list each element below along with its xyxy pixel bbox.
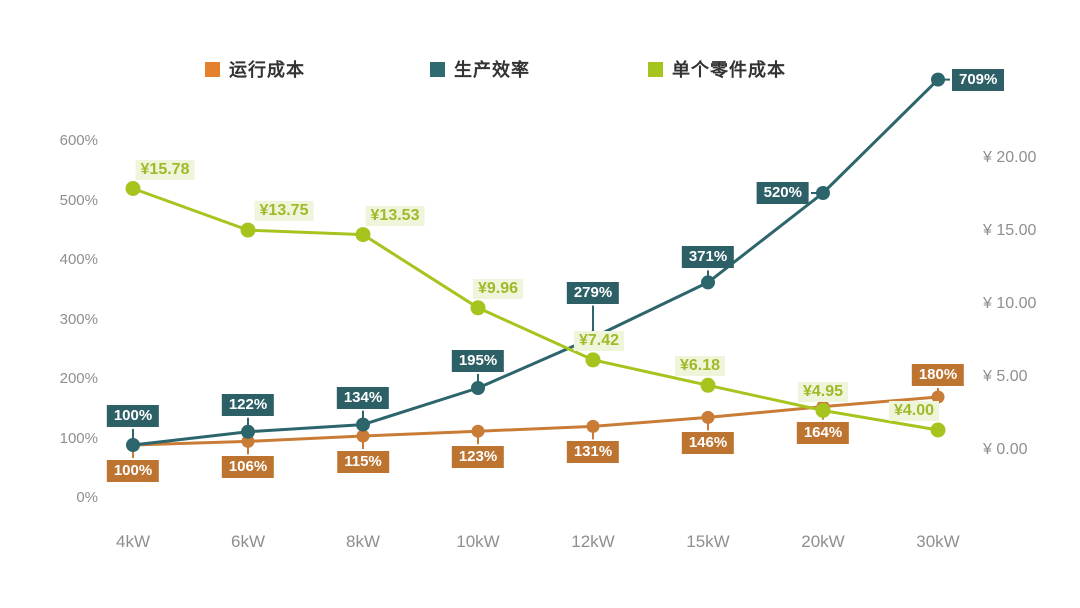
data-point-unit-part-cost — [240, 222, 256, 238]
series-line-unit-part-cost — [131, 187, 940, 432]
data-point-production-efficiency — [126, 438, 140, 452]
data-label-unit-part-cost: ¥15.78 — [135, 159, 195, 180]
data-point-operating-cost — [241, 434, 255, 448]
legend-item-operating-cost: 运行成本 — [205, 56, 305, 82]
left-axis-tick-label: 500% — [59, 191, 98, 209]
data-point-unit-part-cost — [355, 227, 371, 243]
data-point-unit-part-cost — [700, 377, 716, 393]
data-label-unit-part-cost: ¥4.95 — [797, 381, 849, 402]
data-point-production-efficiency — [701, 275, 715, 290]
legend-swatch-unit-part-cost — [648, 61, 663, 77]
data-label-production-efficiency: 371% — [681, 246, 735, 269]
legend-label-unit-part-cost: 单个零件成本 — [672, 60, 786, 80]
data-label-operating-cost: 131% — [566, 441, 620, 464]
data-point-unit-part-cost — [585, 352, 601, 368]
x-axis-tick-label: 20kW — [801, 532, 845, 551]
right-axis-tick-label: ¥ 20.00 — [983, 149, 1037, 166]
data-point-production-efficiency — [356, 417, 370, 432]
data-label-unit-part-cost: ¥13.75 — [254, 201, 314, 222]
data-label-production-efficiency: 100% — [106, 405, 160, 427]
right-axis-tick-label: ¥ 5.00 — [983, 368, 1028, 385]
data-label-unit-part-cost: ¥6.18 — [674, 356, 726, 377]
data-label-production-efficiency: 709% — [952, 68, 1005, 91]
data-label-operating-cost: 180% — [911, 364, 965, 386]
legend-item-production-efficiency: 生产效率 — [430, 56, 530, 82]
legend-label-production-efficiency: 生产效率 — [454, 60, 530, 80]
series-line-production-efficiency — [131, 78, 940, 447]
right-axis-tick-label: ¥ 15.00 — [983, 222, 1037, 239]
data-label-production-efficiency: 195% — [451, 350, 505, 372]
data-point-production-efficiency — [816, 186, 830, 200]
data-label-production-efficiency: 279% — [566, 281, 620, 304]
data-label-production-efficiency: 520% — [756, 182, 809, 204]
x-axis-tick-label: 8kW — [346, 532, 380, 551]
left-axis-tick-label: 600% — [59, 132, 98, 149]
data-point-operating-cost — [701, 410, 715, 424]
data-label-operating-cost: 100% — [106, 460, 160, 482]
legend-item-unit-part-cost: 单个零件成本 — [648, 56, 786, 82]
left-axis-tick-label: 200% — [59, 370, 98, 387]
x-axis-tick-label: 12kW — [571, 532, 615, 551]
data-label-unit-part-cost: ¥7.42 — [573, 330, 625, 351]
legend-label-operating-cost: 运行成本 — [229, 60, 305, 80]
data-point-unit-part-cost — [815, 403, 831, 418]
data-point-operating-cost — [356, 429, 370, 443]
data-point-unit-part-cost — [125, 181, 141, 196]
data-point-production-efficiency — [471, 381, 485, 395]
data-label-operating-cost: 115% — [337, 451, 389, 473]
x-axis-tick-label: 6kW — [231, 532, 265, 551]
left-axis-tick-label: 0% — [76, 489, 98, 506]
data-point-unit-part-cost — [930, 422, 946, 438]
data-point-unit-part-cost — [470, 300, 486, 316]
x-axis-tick-label: 15kW — [686, 532, 730, 551]
right-axis-tick-label: ¥ 10.00 — [983, 295, 1037, 312]
left-axis-tick-label: 100% — [59, 429, 98, 447]
data-label-production-efficiency: 134% — [336, 386, 390, 409]
data-point-operating-cost — [931, 390, 945, 404]
data-point-operating-cost — [471, 424, 485, 438]
data-label-unit-part-cost: ¥13.53 — [365, 205, 425, 226]
legend-swatch-operating-cost — [205, 61, 220, 77]
data-point-production-efficiency — [931, 72, 945, 87]
data-label-operating-cost: 106% — [221, 456, 275, 479]
series-line-operating-cost — [131, 395, 940, 447]
data-label-unit-part-cost: ¥9.96 — [472, 278, 524, 299]
x-axis-tick-label: 30kW — [916, 532, 960, 551]
right-axis-tick-label: ¥ 0.00 — [983, 441, 1028, 458]
legend-swatch-production-efficiency — [430, 61, 445, 77]
data-point-operating-cost — [586, 419, 600, 433]
x-axis-tick-label: 4kW — [116, 532, 150, 551]
data-label-production-efficiency: 122% — [221, 393, 275, 416]
data-label-unit-part-cost: ¥4.00 — [888, 401, 940, 421]
data-label-operating-cost: 123% — [451, 446, 505, 469]
data-point-production-efficiency — [241, 424, 255, 439]
left-axis-tick-label: 400% — [59, 251, 98, 268]
data-label-operating-cost: 146% — [681, 432, 735, 455]
x-axis-tick-label: 10kW — [456, 532, 500, 551]
data-label-operating-cost: 164% — [796, 421, 850, 444]
left-axis-tick-label: 300% — [59, 310, 98, 328]
